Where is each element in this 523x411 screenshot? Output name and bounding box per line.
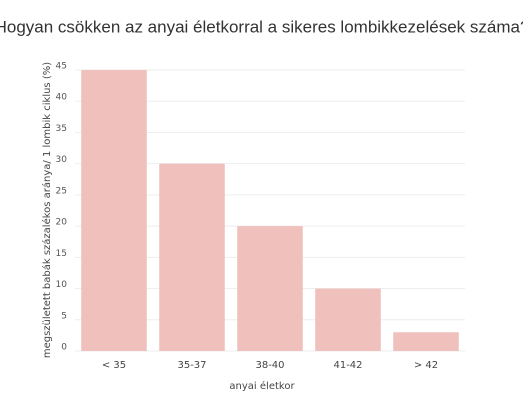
x-tick-label: < 35 <box>102 360 126 371</box>
y-tick-label: 0 <box>61 343 67 353</box>
x-tick-label: > 42 <box>414 360 438 371</box>
bar <box>393 332 459 351</box>
y-tick-label: 30 <box>56 155 68 165</box>
bar <box>81 70 147 351</box>
y-axis-label: megszületett babák százalékos aránya/ 1 … <box>41 62 53 358</box>
x-tick-label: 38-40 <box>255 360 284 371</box>
y-tick-label: 15 <box>56 249 67 259</box>
x-tick-label: 41-42 <box>333 360 362 371</box>
y-tick-label: 20 <box>56 218 68 228</box>
bar <box>159 163 225 351</box>
chart-title: Hogyan csökken az anyai életkorral a sik… <box>0 17 523 36</box>
bar <box>315 288 381 351</box>
y-tick-label: 35 <box>56 124 67 134</box>
y-tick-label: 40 <box>56 93 68 103</box>
y-tick-label: 5 <box>61 311 67 321</box>
y-tick-label: 10 <box>56 280 68 290</box>
x-axis-label: anyai életkor <box>229 380 295 392</box>
x-tick-label: 35-37 <box>177 360 206 371</box>
bar <box>237 226 303 351</box>
y-tick-label: 45 <box>56 62 67 72</box>
y-tick-label: 25 <box>56 186 67 196</box>
